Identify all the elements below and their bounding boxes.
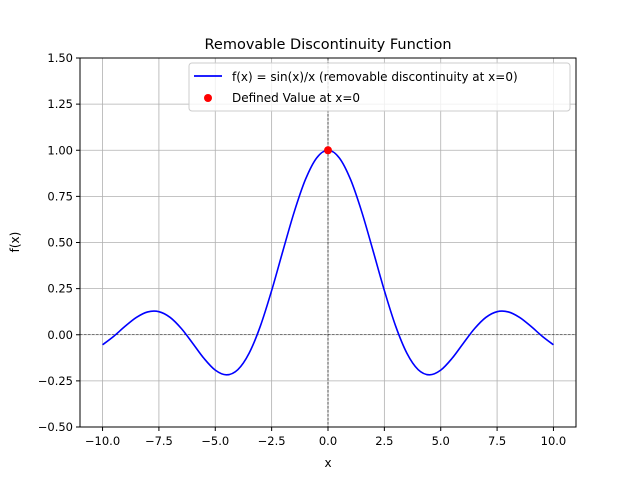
x-tick-label: 10.0 — [541, 434, 567, 448]
reference-lines — [80, 58, 576, 427]
x-tick-label: −7.5 — [145, 434, 173, 448]
chart-title: Removable Discontinuity Function — [204, 37, 451, 53]
y-tick-label: 1.25 — [47, 97, 73, 111]
legend-box — [188, 62, 571, 112]
x-tick-label: −10.0 — [85, 434, 120, 448]
y-tick-label: 0.00 — [47, 328, 73, 342]
y-tick-label: −0.50 — [38, 420, 73, 434]
x-tick-label: 7.5 — [488, 434, 506, 448]
x-tick-label: −2.5 — [258, 434, 286, 448]
legend-label-line: f(x) = sin(x)/x (removable discontinuity… — [232, 70, 518, 84]
legend: f(x) = sin(x)/x (removable discontinuity… — [188, 62, 571, 112]
defined-value-point — [324, 146, 332, 155]
y-axis-label: f(x) — [8, 232, 22, 253]
x-tick-label: −5.0 — [201, 434, 229, 448]
y-tick-label: 1.00 — [47, 143, 73, 157]
x-tick-label: 5.0 — [432, 434, 450, 448]
x-tick-label: 2.5 — [375, 434, 393, 448]
x-axis-label: x — [324, 456, 331, 470]
y-tick-label: 1.50 — [47, 51, 73, 65]
legend-marker-swatch — [204, 94, 212, 102]
y-tick-label: 0.75 — [47, 189, 73, 203]
ticks: −10.0 −7.5 −5.0 −2.5 0.0 2.5 5.0 7.5 10.0 −0.50 −0… — [38, 51, 567, 448]
y-tick-label: 0.25 — [47, 282, 73, 296]
y-tick-label: −0.25 — [38, 374, 73, 388]
plot-area — [102, 146, 554, 376]
y-tick-label: 0.50 — [47, 236, 73, 250]
legend-label-point: Defined Value at x=0 — [232, 91, 360, 105]
x-tick-label: 0.0 — [319, 434, 337, 448]
